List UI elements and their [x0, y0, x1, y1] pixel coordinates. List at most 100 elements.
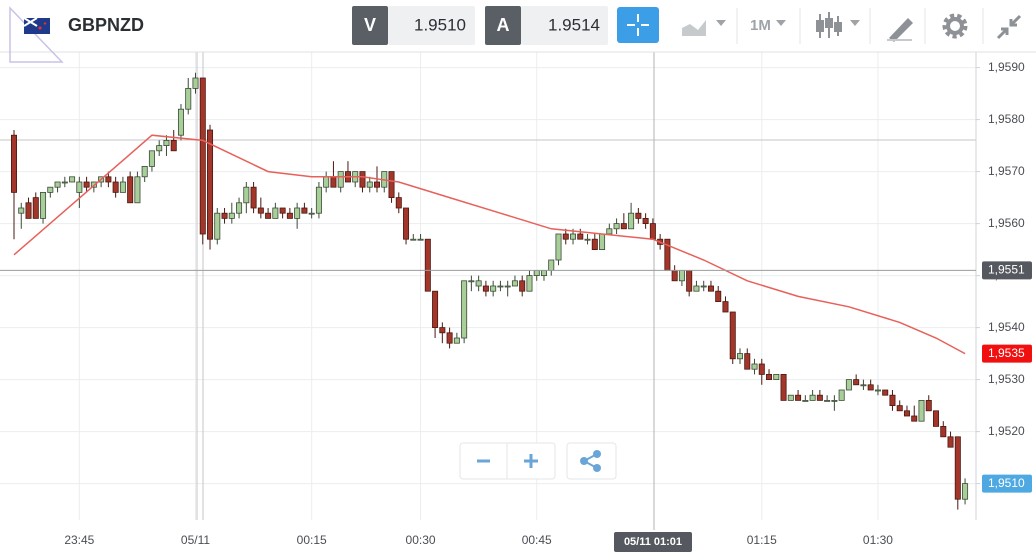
x-tick-label: 00:30: [406, 533, 436, 547]
collapse-button[interactable]: [996, 14, 1022, 40]
settings-button[interactable]: [942, 13, 968, 39]
chart-type-button[interactable]: [682, 20, 726, 36]
candle-body: [141, 165, 148, 178]
sell-label-box: [352, 6, 388, 45]
candle-body: [766, 373, 773, 380]
candle-body: [911, 415, 918, 422]
x-tick-label: 23:45: [64, 533, 94, 547]
candle-body: [628, 212, 635, 230]
candle-body: [453, 337, 460, 344]
candle-body: [156, 145, 163, 152]
candle-type-button[interactable]: [816, 12, 860, 38]
y-tick-label: 1,9540: [988, 320, 1025, 334]
share-icon: [593, 450, 601, 458]
candle-body: [918, 399, 925, 422]
candle-body: [940, 425, 947, 438]
candle-body: [185, 88, 192, 110]
candle-body: [758, 363, 765, 375]
candle-body: [170, 139, 177, 152]
y-tick-label: 1,9530: [988, 372, 1025, 386]
candle-body: [584, 238, 591, 241]
candle-body: [497, 285, 504, 288]
share-box: [566, 442, 617, 480]
share-button[interactable]: [566, 442, 617, 480]
candle-body: [61, 181, 68, 184]
candle-body: [18, 207, 25, 214]
candle-body: [119, 181, 126, 193]
buy-label-box: [485, 6, 521, 45]
dropdown-arrow: [776, 20, 786, 26]
candle-body: [40, 191, 47, 219]
candle-body: [417, 238, 424, 241]
candle-body: [192, 77, 199, 89]
draw-button[interactable]: [887, 18, 913, 42]
flag-icon: [23, 17, 38, 27]
candle-body: [715, 290, 722, 303]
candle-body: [475, 280, 482, 287]
candle-body: [446, 332, 453, 344]
candle-body: [228, 212, 235, 219]
candle-body: [373, 181, 380, 188]
candle-body: [403, 207, 410, 240]
candle-body: [83, 181, 90, 188]
candle-body: [933, 410, 940, 427]
timeframe-button[interactable]: 1M: [750, 17, 786, 34]
candle-body: [831, 399, 838, 402]
dropdown-arrow: [850, 20, 860, 26]
sell-price-box: [388, 6, 475, 45]
candle-body: [787, 394, 794, 401]
candle-body: [69, 176, 76, 183]
candle-body: [250, 186, 257, 209]
candle-body: [410, 238, 417, 241]
flag-icon: [38, 22, 47, 30]
gear-icon: [946, 17, 964, 35]
x-tick-label: 00:15: [297, 533, 327, 547]
candle-body: [540, 269, 547, 276]
candle-body: [649, 223, 656, 240]
candle-body: [526, 275, 533, 292]
crosshair-label-box: [614, 532, 692, 552]
zoom-in-button[interactable]: [524, 454, 538, 468]
candle-body: [25, 202, 32, 219]
candle-body: [925, 399, 932, 412]
candle-body: [620, 223, 627, 230]
candle-body: [737, 353, 744, 360]
candle-body: [272, 207, 279, 219]
candle-body: [294, 207, 301, 219]
candle-body: [105, 176, 112, 183]
candle-body: [388, 171, 395, 199]
candle-body: [330, 176, 337, 188]
x-tick-label: 05/11: [181, 533, 210, 547]
candle-body: [323, 176, 330, 188]
candle-body: [468, 280, 475, 283]
candle-body: [947, 436, 954, 448]
price-label-box: [982, 344, 1032, 363]
candle-body: [461, 280, 468, 339]
candle-body: [700, 285, 707, 288]
sell-button[interactable]: V 1.9510: [352, 6, 475, 45]
candle-body: [874, 389, 881, 392]
candle-body: [163, 139, 170, 146]
candle-body: [236, 202, 243, 214]
candle-body: [134, 176, 141, 204]
candle-body: [519, 280, 526, 292]
candle-body: [838, 389, 845, 401]
candle-body: [127, 176, 134, 204]
collapse-icon: [996, 14, 1022, 40]
sell-price: 1.9510: [414, 15, 466, 34]
symbol: GBPNZD: [68, 15, 144, 35]
candle-body: [424, 238, 431, 292]
candle-body: [867, 384, 874, 391]
crosshair-button[interactable]: [617, 7, 659, 43]
buy-button[interactable]: A 1.9514: [485, 6, 608, 45]
price-label-box: [982, 474, 1032, 493]
candle-body: [795, 394, 802, 401]
candle-body: [47, 186, 54, 193]
candle-body: [54, 181, 61, 188]
candle-body: [366, 181, 373, 188]
y-tick-label: 1,9560: [988, 216, 1025, 230]
crosshair-button-bg: [617, 7, 659, 43]
gear-icon: [942, 13, 968, 39]
candle-body: [707, 285, 714, 292]
